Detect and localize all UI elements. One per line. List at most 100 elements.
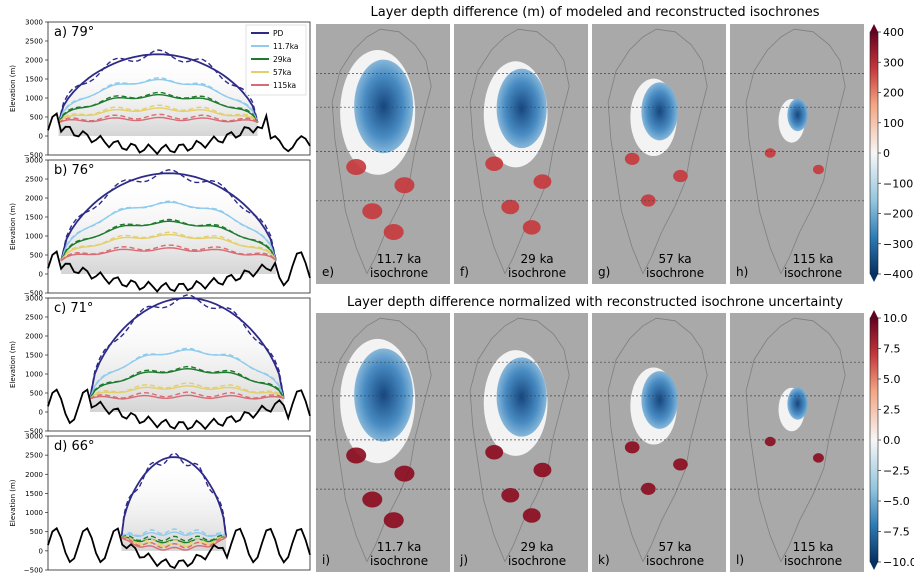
y-tick-label: 500 [30,390,43,398]
difference-field-positive [522,508,541,523]
colorbar-extend-bottom [870,562,878,570]
map-isochrone-label: isochrone [508,266,566,280]
colorbar-tick-label: −400 [883,268,913,281]
greenland-outline [607,28,708,275]
map-age-label: 115 ka [793,540,834,554]
y-tick-label: 3000 [25,19,43,27]
series-dashed-PD [57,49,259,123]
colorbar-gradient [869,317,879,563]
colorbar-tick-label: −100 [883,177,913,190]
greenland-outline [745,28,846,275]
series-dashed-11.7ka [120,528,227,538]
series-dashed-11.7ka [60,200,277,261]
y-tick-label: 0 [39,271,43,279]
map-age-label: 57 ka [658,252,691,266]
colorbar-tick-label: 0.0 [883,434,901,447]
map-isochrone-label: isochrone [370,266,428,280]
profile-panel-b: 3000 2500 2000 1500 1000 500 0 −500 Elevation (m… [9,157,311,298]
y-axis-label: Elevation (m) [9,341,17,388]
y-tick-label: 500 [30,528,43,536]
y-tick-label: 2000 [25,471,43,479]
ice-shading [89,298,284,412]
map-panel-letter: l) [736,553,744,567]
colorbar-extend-top [870,24,878,32]
series-dashed-57ka [121,535,227,546]
greenland-outline [469,28,570,275]
y-tick-label: 2500 [25,176,43,184]
map-background [730,24,864,284]
y-tick-label: 3000 [25,295,43,303]
difference-field-positive [485,156,504,172]
y-tick-label: 3000 [25,157,43,165]
greenland-outline [331,28,432,275]
series-line-29ka [89,367,285,400]
map-isochrone-label: isochrone [784,554,842,568]
y-tick-label: 1500 [25,490,43,498]
colorbar-tick-label: −200 [883,208,913,221]
series-line-115ka [121,536,227,551]
map-isochrone-label: isochrone [784,266,842,280]
y-tick-label: 1000 [25,233,43,241]
y-axis-label: Elevation (m) [9,65,17,112]
colorbar-tick-label: −10.0 [883,556,914,569]
bed-topography-line [47,250,311,293]
difference-field-positive [362,491,383,508]
colorbar-extend-top [870,310,878,318]
bottom-colorbar: 10.0 7.5 5.0 2.5 0.0 −2.5 −5.0 −7.5 −10.0 [869,310,914,570]
difference-field-negative [496,68,547,149]
profile-panel-c: 3000 2500 2000 1500 1000 500 0 −500 Elevation (m… [9,294,311,436]
y-tick-label: 2000 [25,57,43,65]
map-age-label: 11.7 ka [377,540,422,554]
difference-field-positive [764,436,776,447]
greenland-outline [469,317,570,563]
profile-panels: 3000 2500 2000 1500 1000 500 0 −500 Elevation (m… [9,19,311,575]
series-line-11.7ka [120,531,227,539]
difference-field-negative [641,371,678,429]
colorbar-tick-label: 10.0 [883,312,908,325]
legend-label: 29ka [273,55,291,64]
y-tick-label: 500 [30,114,43,122]
difference-field-positive [624,152,640,165]
series-dashed-29ka [60,218,277,262]
map-panel-letter: j) [459,553,468,567]
legend-label: PD [273,29,284,38]
series-dashed-115ka [89,391,285,400]
difference-field-positive [383,224,404,240]
series-dashed-57ka [57,104,259,124]
y-tick-label: 2500 [25,38,43,46]
map-panel-letter: i) [322,553,330,567]
series-line-PD [60,172,277,261]
series-dashed-PD [89,294,285,399]
series-line-115ka [58,116,258,124]
map-age-label: 29 ka [520,252,553,266]
y-tick-label: 2000 [25,195,43,203]
greenland-outline [331,317,432,563]
colorbar-tick-label: −2.5 [883,465,910,478]
y-tick-label: 1500 [25,76,43,84]
bed-topography-line [47,388,311,431]
colorbar-tick-label: 5.0 [883,373,901,386]
y-tick-label: −500 [24,567,43,575]
colorbar-tick-label: 200 [883,87,904,100]
map-isochrone-label: isochrone [646,554,704,568]
series-dashed-115ka [58,113,258,124]
map-age-label: 115 ka [793,252,834,266]
greenland-outline [607,317,708,563]
colorbar-tick-label: 300 [883,56,904,69]
y-tick-label: 2500 [25,314,43,322]
map-isochrone-label: isochrone [646,266,704,280]
y-tick-label: 0 [39,547,43,555]
greenland-outline [745,317,846,563]
series-dashed-115ka [121,536,227,549]
difference-field-negative [787,98,808,132]
difference-field-negative [496,357,547,437]
legend-label: 11.7ka [273,42,299,51]
panel-label: c) 71° [54,301,93,316]
difference-field-negative [641,82,678,141]
series-line-115ka [60,247,277,262]
difference-field-positive [346,447,367,464]
